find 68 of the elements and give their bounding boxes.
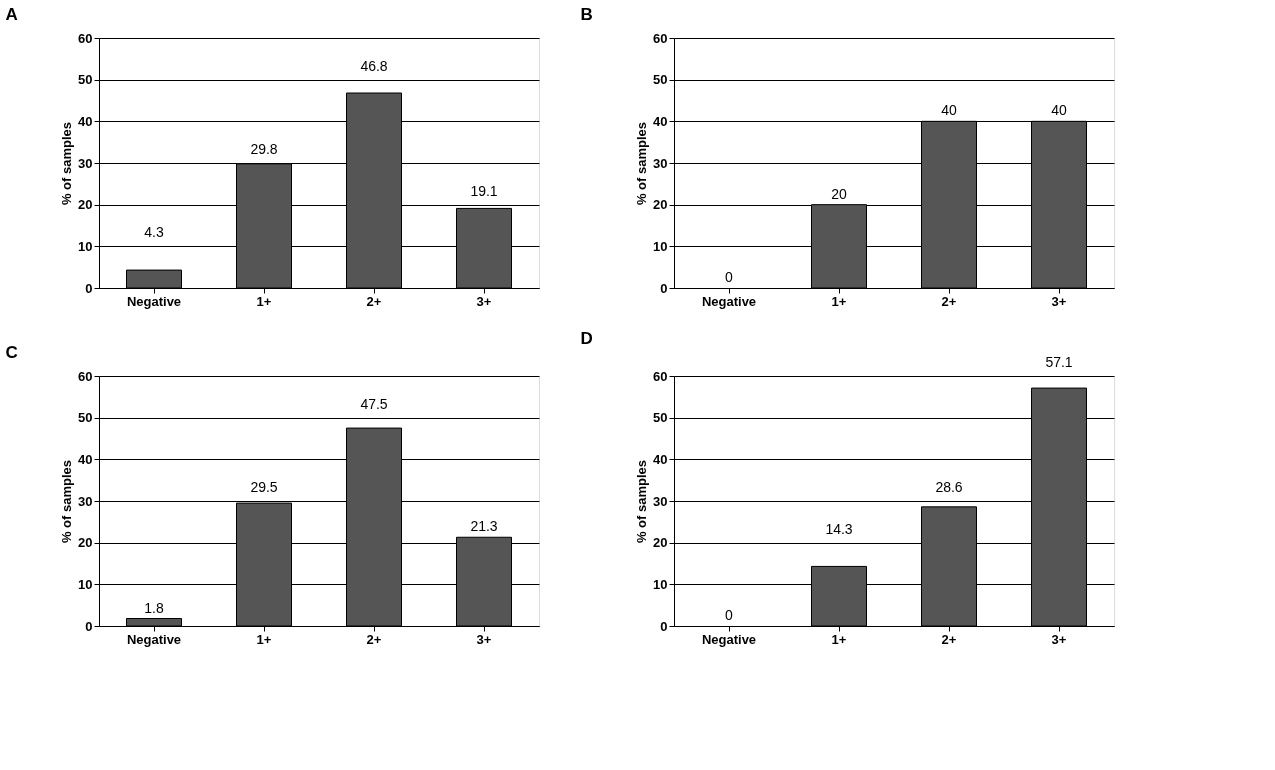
data-label: 0 <box>725 269 734 285</box>
y-tick-label: 0 <box>85 280 93 296</box>
y-tick-label: 60 <box>653 368 668 384</box>
y-tick-label: 40 <box>653 451 668 467</box>
x-tick-label: 2+ <box>941 293 957 309</box>
y-tick-label: 40 <box>78 451 93 467</box>
y-tick-label: 20 <box>653 197 668 213</box>
x-tick-label: Negative <box>126 293 182 309</box>
y-tick-label: 30 <box>78 155 93 171</box>
y-tick-label: 0 <box>660 280 668 296</box>
x-tick-label: 3+ <box>476 293 492 309</box>
x-tick-label: Negative <box>701 631 757 647</box>
data-label: 14.3 <box>825 520 853 537</box>
y-tick-label: 20 <box>78 197 93 213</box>
data-label: 4.3 <box>144 224 164 241</box>
data-label: 21.3 <box>470 518 498 535</box>
y-tick-label: 20 <box>653 535 668 551</box>
y-tick-label: 10 <box>653 576 668 592</box>
y-tick-label: 50 <box>78 72 93 88</box>
data-label: 40 <box>1051 102 1067 119</box>
y-tick-label: 10 <box>78 576 93 592</box>
x-tick-label: 2+ <box>366 631 382 647</box>
x-tick-label: Negative <box>701 293 757 309</box>
chart-title: C <box>5 343 18 362</box>
x-tick-label: 2+ <box>941 631 957 647</box>
data-label: 47.5 <box>360 395 388 412</box>
x-tick-label: 1+ <box>831 631 847 647</box>
chart-title: D <box>580 329 593 348</box>
y-tick-label: 50 <box>653 410 668 426</box>
x-tick-label: 3+ <box>1051 293 1067 309</box>
x-tick-label: 2+ <box>366 293 382 309</box>
data-label: 46.8 <box>360 57 388 74</box>
x-tick-label: 3+ <box>476 631 492 647</box>
data-label: 29.5 <box>250 479 278 495</box>
y-axis-title: % of samples <box>59 459 75 544</box>
y-tick-label: 40 <box>78 113 93 129</box>
y-axis-title: % of samples <box>634 459 650 544</box>
chart-title: A <box>5 5 18 24</box>
x-tick-label: Negative <box>126 631 182 647</box>
chart-title: B <box>580 5 593 24</box>
x-tick-label: 1+ <box>256 631 272 647</box>
y-tick-label: 40 <box>653 113 668 129</box>
y-tick-label: 30 <box>78 493 93 509</box>
y-tick-label: 60 <box>653 30 668 46</box>
data-label: 29.8 <box>250 141 278 157</box>
y-axis-title: % of samples <box>59 121 75 206</box>
data-label: 0 <box>725 607 734 623</box>
x-tick-label: 1+ <box>831 293 847 309</box>
y-tick-label: 60 <box>78 30 93 46</box>
data-label: 57.1 <box>1045 354 1073 370</box>
data-label: 19.1 <box>470 182 498 199</box>
x-tick-label: 3+ <box>1051 631 1067 647</box>
y-tick-label: 60 <box>78 368 93 384</box>
data-label: 20 <box>831 185 847 202</box>
y-tick-label: 50 <box>78 410 93 426</box>
x-tick-label: 1+ <box>256 293 272 309</box>
y-tick-label: 30 <box>653 155 668 171</box>
y-tick-label: 30 <box>653 493 668 509</box>
y-tick-label: 10 <box>653 238 668 254</box>
y-axis-title: % of samples <box>634 121 650 206</box>
y-tick-label: 0 <box>85 618 93 634</box>
y-tick-label: 50 <box>653 72 668 88</box>
y-tick-label: 10 <box>78 238 93 254</box>
data-label: 40 <box>941 102 957 119</box>
data-label: 28.6 <box>935 479 963 495</box>
y-tick-label: 0 <box>660 618 668 634</box>
data-label: 1.8 <box>144 599 164 616</box>
y-tick-label: 20 <box>78 535 93 551</box>
